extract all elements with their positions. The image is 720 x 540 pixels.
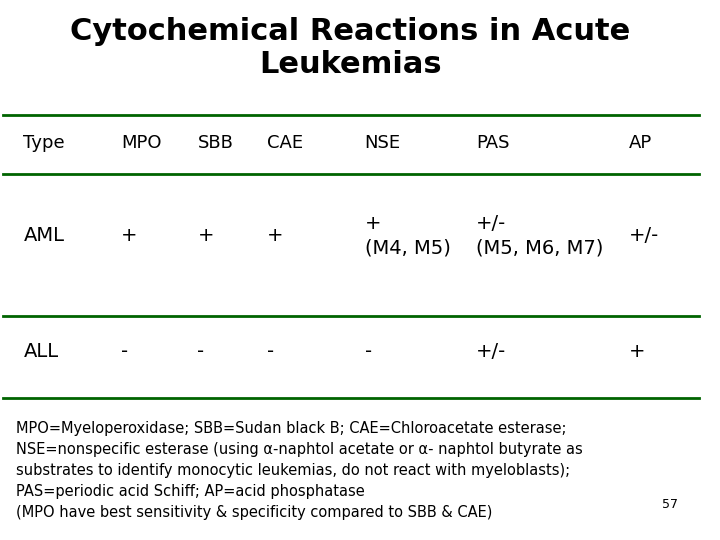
Text: ALL: ALL [23,342,58,361]
Text: Type: Type [23,134,65,152]
Text: SBB: SBB [197,134,233,152]
Text: AML: AML [23,226,64,245]
Text: +: + [197,226,214,245]
Text: NSE: NSE [364,134,400,152]
Text: +
(M4, M5): + (M4, M5) [364,214,451,258]
Text: +/-: +/- [476,342,506,361]
Text: Cytochemical Reactions in Acute
Leukemias: Cytochemical Reactions in Acute Leukemia… [71,17,631,79]
Text: +/-
(M5, M6, M7): +/- (M5, M6, M7) [476,214,603,258]
Text: -: - [364,342,372,361]
Text: MPO: MPO [121,134,161,152]
Text: +/-: +/- [629,226,660,245]
Text: AP: AP [629,134,652,152]
Text: CAE: CAE [267,134,303,152]
Text: PAS: PAS [476,134,510,152]
Text: -: - [267,342,274,361]
Text: +: + [121,226,138,245]
Text: 57: 57 [662,498,678,511]
Text: +: + [629,342,646,361]
Text: +: + [267,226,284,245]
Text: -: - [121,342,128,361]
Text: MPO=Myeloperoxidase; SBB=Sudan black B; CAE=Chloroacetate esterase;
NSE=nonspeci: MPO=Myeloperoxidase; SBB=Sudan black B; … [17,421,583,520]
Text: -: - [197,342,204,361]
